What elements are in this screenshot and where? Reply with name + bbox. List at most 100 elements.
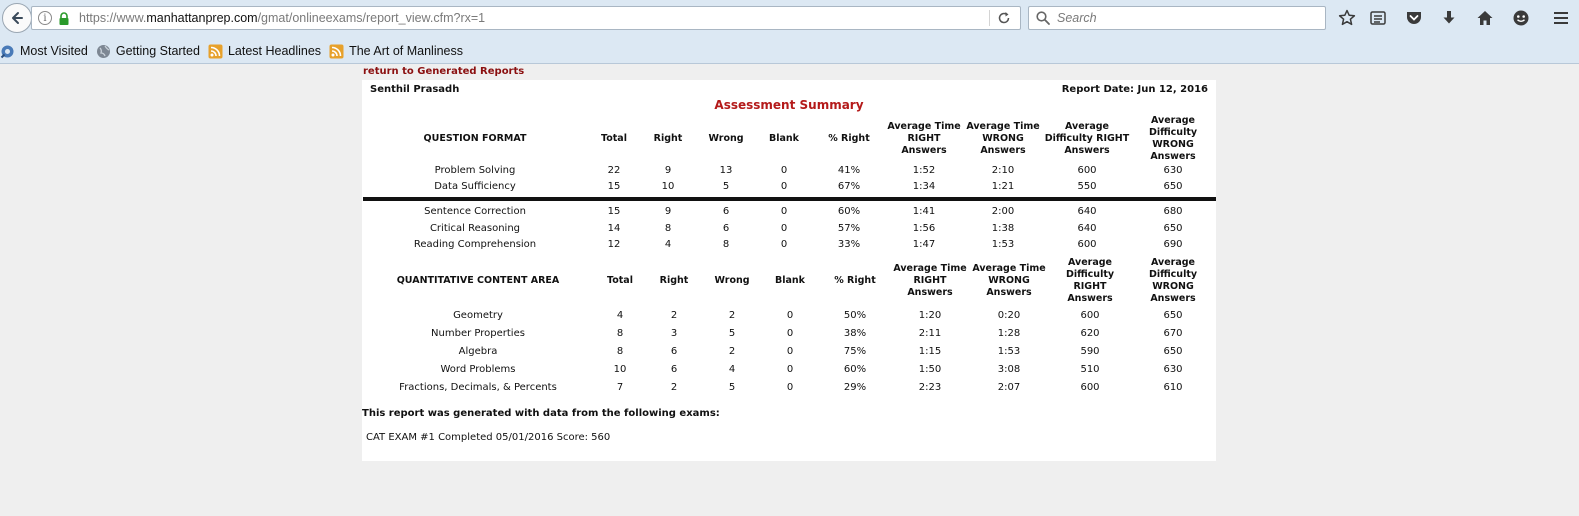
table-cell: 640	[1077, 206, 1097, 217]
download-icon[interactable]	[1440, 9, 1458, 27]
table-cell: 4	[616, 310, 624, 321]
lock-icon[interactable]	[58, 11, 70, 25]
table-cell: 1:34	[912, 181, 936, 192]
url-text[interactable]: https://www.manhattanprep.com/gmat/onlin…	[79, 11, 485, 25]
page-content: return to Generated Reports Senthil Pras…	[0, 65, 1579, 516]
table-row: Reading Comprehension 12 4 8 0 33% 1:47 1:53 600…	[362, 237, 1216, 254]
column-header: QUESTION FORMAT	[423, 132, 527, 144]
back-button[interactable]	[2, 3, 32, 33]
bookmark-label: Latest Headlines	[227, 44, 322, 58]
table-cell: 8	[616, 328, 624, 339]
table-cell: 5	[722, 181, 730, 192]
bookmark-star-icon[interactable]	[1338, 9, 1356, 27]
exam-entry: CAT EXAM #1 Completed 05/01/2016 Score: …	[366, 432, 611, 443]
table-cell: 1:53	[991, 239, 1015, 250]
bookmarks-toolbar: Most Visited Getting Started Latest Head…	[0, 38, 1579, 64]
column-header: Average Difficulty RIGHT Answers	[1050, 255, 1130, 307]
table-row: Algebra 8 6 2 0 75% 1:15 1:53 590 650	[362, 343, 1216, 361]
table-cell: 0	[780, 206, 788, 217]
table-cell: 630	[1163, 364, 1183, 375]
table-cell: 590	[1080, 346, 1100, 357]
search-input[interactable]	[1057, 11, 1317, 25]
table-cell: 33%	[837, 239, 861, 250]
url-domain: manhattanprep.com	[146, 11, 258, 25]
quant-rows: Geometry 4 2 2 0 50% 1:20 0:20 600 650 Number Prop…	[362, 307, 1216, 397]
table-cell: 610	[1163, 382, 1183, 393]
table-cell: 3:08	[997, 364, 1021, 375]
column-header: Right	[659, 275, 689, 286]
url-bar[interactable]: i https://www.manhattanprep.com/gmat/onl…	[31, 6, 1021, 30]
table-cell: 2:23	[918, 382, 942, 393]
table-cell: 670	[1163, 328, 1183, 339]
table-cell: 2	[670, 310, 678, 321]
site-info-icon[interactable]: i	[38, 11, 52, 25]
search-bar[interactable]	[1028, 6, 1326, 30]
column-header: % Right	[828, 132, 870, 144]
table-cell: 2:07	[997, 382, 1021, 393]
column-header: Average Difficulty WRONG Answers	[1130, 255, 1216, 307]
bookmark-label: Getting Started	[115, 44, 200, 58]
table-cell: 4	[728, 364, 736, 375]
row-label-cell: Problem Solving	[434, 165, 516, 176]
url-bar-separator	[989, 10, 990, 26]
table-cell: 1:28	[997, 328, 1021, 339]
column-header: Wrong	[714, 275, 750, 286]
home-icon[interactable]	[1476, 9, 1494, 27]
row-label-cell: Fractions, Decimals, & Percents	[399, 382, 557, 393]
table-cell: 2:00	[991, 206, 1015, 217]
table-row: Problem Solving 22 9 13 0 41% 1:52 2:10 600 630	[362, 163, 1216, 179]
table-cell: 1:53	[997, 346, 1021, 357]
assessment-report: Senthil Prasadh Report Date: Jun 12, 201…	[362, 80, 1216, 461]
table-cell: 0	[786, 310, 794, 321]
column-header: QUANTITATIVE CONTENT AREA	[396, 275, 560, 286]
pocket-icon[interactable]	[1405, 9, 1423, 27]
return-to-generated-reports-link[interactable]: return to Generated Reports	[363, 66, 525, 77]
table-row: Geometry 4 2 2 0 50% 1:20 0:20 600 650	[362, 307, 1216, 325]
back-arrow-icon	[12, 12, 23, 24]
header-text: Average Difficulty RIGHT Answers	[1065, 257, 1115, 304]
table-cell: 650	[1163, 346, 1183, 357]
row-label-cell: Geometry	[453, 310, 503, 321]
column-header: Total	[607, 275, 633, 286]
table-cell: 3	[670, 328, 678, 339]
globe-icon	[96, 44, 110, 58]
report-source-note: This report was generated with data from…	[362, 408, 720, 419]
table-cell: 15	[607, 181, 621, 192]
table-cell: 4	[664, 239, 672, 250]
table-cell: 600	[1077, 165, 1097, 176]
table-cell: 8	[616, 346, 624, 357]
bookmark-label: The Art of Manliness	[349, 44, 464, 58]
table-cell: 5	[728, 328, 736, 339]
header-text: Average Time RIGHT Answers	[887, 120, 961, 156]
menu-icon[interactable]	[1552, 9, 1570, 27]
bookmark-latest-headlines[interactable]: Latest Headlines	[208, 41, 321, 61]
table-cell: 600	[1080, 310, 1100, 321]
table-cell: 680	[1163, 206, 1183, 217]
table-cell: 1:15	[918, 346, 942, 357]
reading-list-icon[interactable]	[1369, 9, 1387, 27]
table-cell: 2	[670, 382, 678, 393]
table-cell: 2	[728, 346, 736, 357]
table-cell: 60%	[843, 364, 867, 375]
gear-globe-icon	[0, 45, 14, 58]
hello-chat-icon[interactable]	[1512, 9, 1530, 27]
table-cell: 6	[722, 206, 730, 217]
bookmark-art-of-manliness[interactable]: The Art of Manliness	[329, 41, 463, 61]
table-cell: 0	[786, 382, 794, 393]
column-header: Blank	[769, 132, 799, 144]
format-rows-bottom: Sentence Correction 15 9 6 0 60% 1:41 2:00 640 68…	[362, 204, 1216, 254]
bookmark-getting-started[interactable]: Getting Started	[96, 41, 200, 61]
table-cell: 650	[1163, 310, 1183, 321]
table-header-row: QUANTITATIVE CONTENT AREA Total Right Wr…	[362, 255, 1216, 307]
table-cell: 2:11	[918, 328, 942, 339]
table-cell: 1:52	[912, 165, 936, 176]
table-cell: 0	[780, 165, 788, 176]
quantitative-content-area-table: QUANTITATIVE CONTENT AREA Total Right Wr…	[362, 255, 1216, 397]
table-cell: 0	[786, 328, 794, 339]
table-row: Number Properties 8 3 5 0 38% 2:11 1:28 620 670	[362, 325, 1216, 343]
bookmark-most-visited[interactable]: Most Visited	[0, 41, 88, 61]
table-cell: 2:10	[991, 165, 1015, 176]
table-cell: 1:20	[918, 310, 942, 321]
table-cell: 650	[1163, 181, 1183, 192]
reload-icon[interactable]	[996, 10, 1012, 26]
